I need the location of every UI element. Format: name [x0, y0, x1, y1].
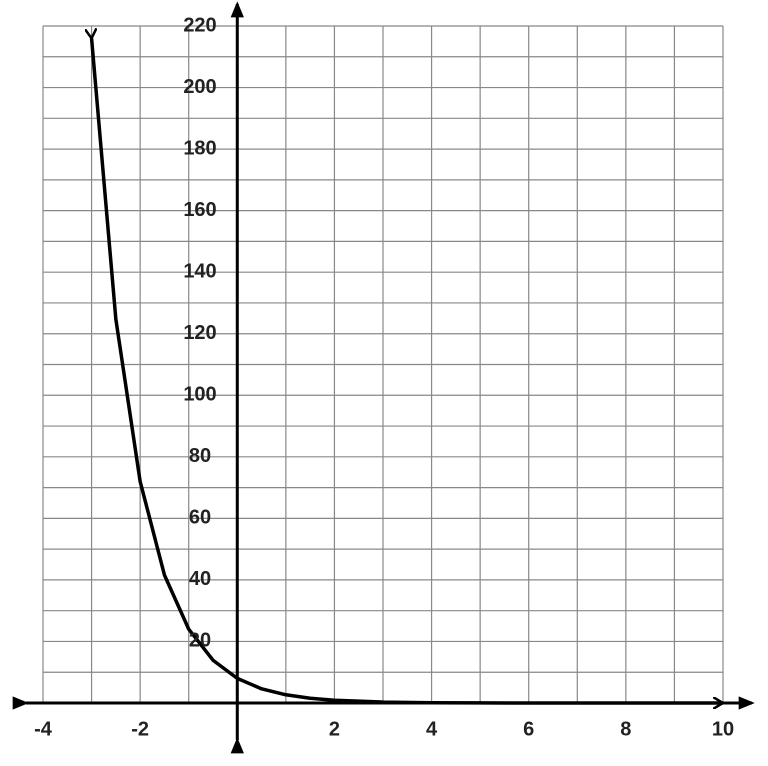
y-tick-label: 200 — [183, 76, 216, 98]
x-tick-label: 8 — [620, 718, 631, 740]
x-tick-label: 10 — [712, 718, 734, 740]
y-tick-label: 220 — [183, 14, 216, 36]
y-tick-label: 20 — [189, 630, 211, 652]
y-tick-label: 80 — [189, 445, 211, 467]
y-tick-label: 160 — [183, 199, 216, 221]
x-tick-label: -4 — [34, 718, 53, 740]
y-tick-label: 120 — [183, 322, 216, 344]
curve — [92, 38, 723, 703]
y-tick-label: 60 — [189, 507, 211, 529]
x-tick-label: 4 — [426, 718, 438, 740]
x-tick-label: -2 — [131, 718, 149, 740]
y-tick-label: 100 — [183, 384, 216, 406]
y-tick-label: 40 — [189, 568, 211, 590]
y-tick-label: 180 — [183, 137, 216, 159]
x-tick-label: 2 — [329, 718, 340, 740]
y-tick-label: 140 — [183, 260, 216, 282]
x-tick-label: 6 — [523, 718, 534, 740]
